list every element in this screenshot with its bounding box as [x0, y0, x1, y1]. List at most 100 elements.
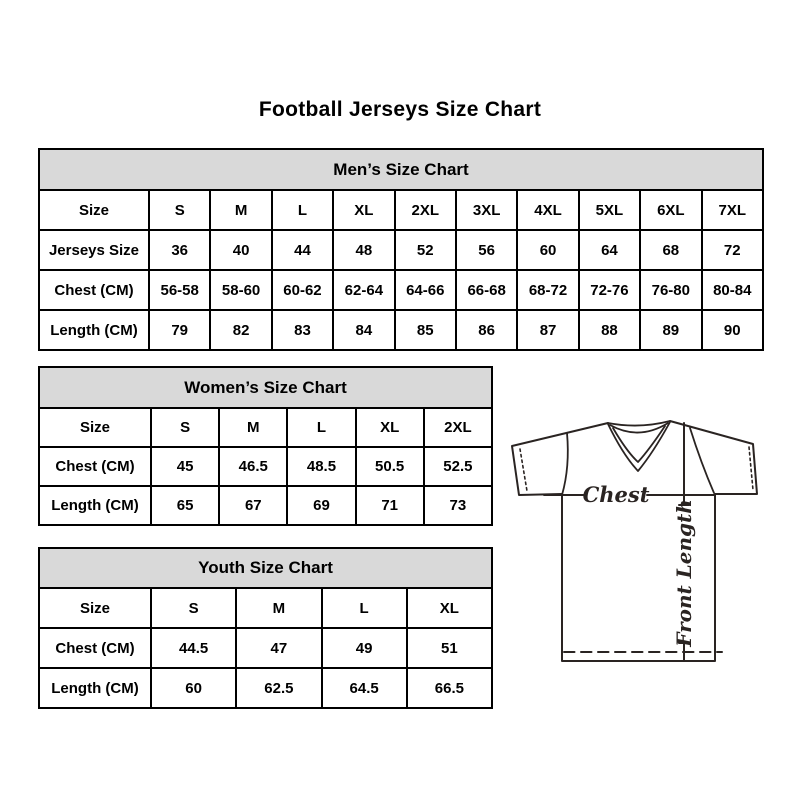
mens-row-label-cell: Jerseys Size [38, 229, 150, 271]
mens-value-cell: 88 [577, 309, 642, 351]
youth-value-cell: XL [405, 587, 494, 629]
youth-table-row: Length (CM) 60 62.5 64.5 66.5 [38, 667, 494, 709]
mens-value-cell: 72 [700, 229, 765, 271]
mens-table-row: Size S M L XL 2XL 3XL 4XL 5XL 6XL 7XL [38, 189, 765, 231]
mens-value-cell: M [209, 189, 273, 231]
mens-table-body: Size S M L XL 2XL 3XL 4XL 5XL 6XL 7XL Jerseys Size 3… [38, 189, 765, 351]
mens-value-cell: 68-72 [516, 269, 580, 311]
mens-value-cell: 64 [577, 229, 642, 271]
mens-value-cell: 79 [147, 309, 212, 351]
youth-value-cell: L [320, 587, 408, 629]
youth-row-label-cell: Chest (CM) [38, 627, 152, 669]
page-title: Football Jerseys Size Chart [258, 98, 542, 121]
womens-table-body: Size S M L XL 2XL Chest (CM) 45 46.5 48.5 50.5 52.5… [38, 407, 494, 526]
womens-value-cell: L [286, 407, 357, 448]
womens-row-label-cell: Length (CM) [38, 485, 152, 526]
womens-value-cell: 65 [149, 485, 221, 526]
womens-table-title: Women’s Size Chart [38, 366, 493, 409]
womens-value-cell: M [218, 407, 289, 448]
mens-value-cell: 60 [516, 229, 580, 271]
mens-value-cell: 40 [209, 229, 273, 271]
youth-table-title: Youth Size Chart [38, 547, 493, 589]
youth-value-cell: 60 [149, 667, 238, 709]
left-sleeve-stitch-line [519, 448, 528, 492]
mens-value-cell: 90 [700, 309, 765, 351]
right-armhole-seam [689, 427, 715, 494]
mens-value-cell: 76-80 [639, 269, 703, 311]
mens-value-cell: 68 [639, 229, 703, 271]
womens-table-title-row: Women’s Size Chart [38, 366, 493, 409]
mens-table-title-row: Men’s Size Chart [38, 148, 764, 191]
youth-table-title-row: Youth Size Chart [38, 547, 493, 589]
youth-table-body: Size S M L XL Chest (CM) 44.5 47 49 51 Length (CM)… [38, 587, 494, 709]
mens-value-cell: S [147, 189, 212, 231]
womens-value-cell: 67 [218, 485, 289, 526]
mens-value-cell: 72-76 [577, 269, 642, 311]
mens-value-cell: 7XL [700, 189, 765, 231]
youth-value-cell: 62.5 [235, 667, 323, 709]
womens-table-row: Length (CM) 65 67 69 71 73 [38, 485, 494, 526]
mens-table-row: Length (CM) 79 82 83 84 85 86 87 88 89 90 [38, 309, 765, 351]
mens-value-cell: 82 [209, 309, 273, 351]
womens-table-row: Chest (CM) 45 46.5 48.5 50.5 52.5 [38, 446, 494, 487]
mens-value-cell: 80-84 [700, 269, 765, 311]
mens-row-label-cell: Length (CM) [38, 309, 150, 351]
mens-value-cell: 6XL [639, 189, 703, 231]
mens-value-cell: 56 [454, 229, 519, 271]
youth-value-cell: 49 [320, 627, 408, 669]
mens-value-cell: 56-58 [147, 269, 212, 311]
mens-value-cell: 4XL [516, 189, 580, 231]
mens-value-cell: 86 [454, 309, 519, 351]
womens-table-row: Size S M L XL 2XL [38, 407, 494, 448]
jersey-outline [511, 420, 758, 662]
mens-value-cell: 84 [332, 309, 396, 351]
youth-value-cell: 51 [405, 627, 494, 669]
mens-row-label-cell: Size [38, 189, 150, 231]
youth-value-cell: S [149, 587, 238, 629]
womens-row-label-cell: Size [38, 407, 152, 448]
womens-value-cell: 46.5 [218, 446, 289, 487]
mens-value-cell: 66-68 [454, 269, 519, 311]
mens-value-cell: 2XL [393, 189, 457, 231]
mens-value-cell: 64-66 [393, 269, 457, 311]
youth-value-cell: 66.5 [405, 667, 494, 709]
mens-value-cell: 85 [393, 309, 457, 351]
mens-value-cell: 52 [393, 229, 457, 271]
mens-value-cell: 36 [147, 229, 212, 271]
mens-table-row: Jerseys Size 36 40 44 48 52 56 60 64 68 72 [38, 229, 765, 271]
mens-value-cell: 3XL [454, 189, 519, 231]
mens-value-cell: 5XL [577, 189, 642, 231]
womens-value-cell: 69 [286, 485, 357, 526]
youth-size-chart-table: Youth Size Chart Size S M L XL Chest (CM) 44.5… [38, 547, 494, 709]
mens-value-cell: 83 [270, 309, 335, 351]
left-armhole-seam [561, 432, 569, 496]
youth-value-cell: 44.5 [149, 627, 238, 669]
mens-size-chart-table: Men’s Size Chart Size S M L XL 2XL 3XL 4XL 5XL 6X… [38, 148, 765, 351]
womens-value-cell: 50.5 [354, 446, 425, 487]
womens-value-cell: 2XL [422, 407, 494, 448]
womens-value-cell: S [149, 407, 221, 448]
youth-row-label-cell: Length (CM) [38, 667, 152, 709]
womens-value-cell: 73 [422, 485, 494, 526]
womens-value-cell: XL [354, 407, 425, 448]
womens-value-cell: 48.5 [286, 446, 357, 487]
womens-value-cell: 45 [149, 446, 221, 487]
youth-table-row: Size S M L XL [38, 587, 494, 629]
womens-value-cell: 71 [354, 485, 425, 526]
womens-row-label-cell: Chest (CM) [38, 446, 152, 487]
mens-value-cell: 89 [639, 309, 703, 351]
youth-value-cell: 47 [235, 627, 323, 669]
right-sleeve-stitch-line [748, 446, 754, 491]
collar-v-outer [607, 421, 671, 472]
mens-value-cell: 60-62 [270, 269, 335, 311]
front-length-measure-label: Front Length [672, 499, 696, 648]
mens-value-cell: 58-60 [209, 269, 273, 311]
mens-table-row: Chest (CM) 56-58 58-60 60-62 62-64 64-66 66-68… [38, 269, 765, 311]
mens-value-cell: L [270, 189, 335, 231]
youth-table-row: Chest (CM) 44.5 47 49 51 [38, 627, 494, 669]
mens-value-cell: 87 [516, 309, 580, 351]
mens-value-cell: 48 [332, 229, 396, 271]
youth-value-cell: M [235, 587, 323, 629]
mens-row-label-cell: Chest (CM) [38, 269, 150, 311]
jersey-measurement-diagram: Chest Front Length [511, 420, 758, 662]
